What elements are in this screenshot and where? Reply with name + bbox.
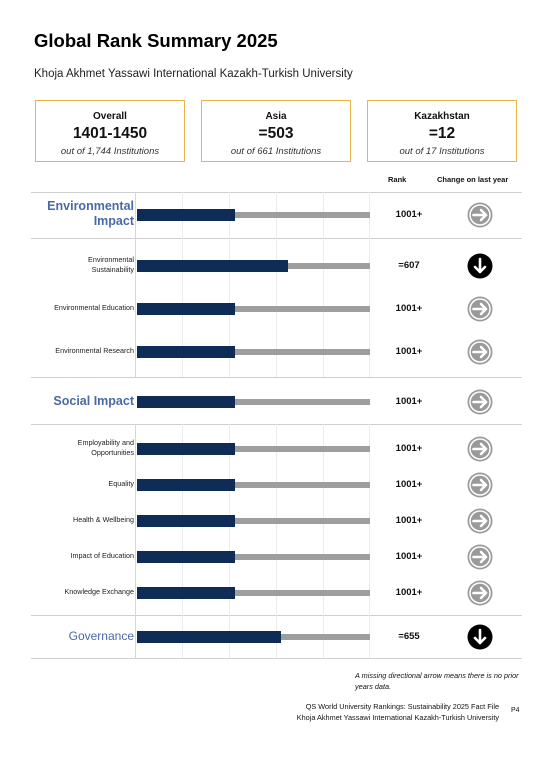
bar-fill <box>137 479 235 491</box>
bar-fill <box>137 551 235 563</box>
bar-track <box>137 212 370 218</box>
score-bar <box>137 551 370 563</box>
box-label: Asia <box>265 111 287 122</box>
score-bar <box>137 260 370 272</box>
row-label: Governance <box>68 628 134 643</box>
box-value: =503 <box>258 125 294 142</box>
row-label: Environmental Impact <box>47 199 134 228</box>
arrow-right-icon <box>467 202 493 228</box>
bar-track <box>137 446 370 452</box>
row-separator <box>31 377 522 378</box>
bar-fill <box>137 346 235 358</box>
asia-rank-box: Asia =503 out of 661 Institutions <box>201 100 351 162</box>
footnote: A missing directional arrow means there … <box>355 671 519 691</box>
box-label: Overall <box>93 111 127 122</box>
score-bar <box>137 587 370 599</box>
bar-track <box>137 349 370 355</box>
bar-track <box>137 518 370 524</box>
country-rank-box: Kazakhstan =12 out of 17 Institutions <box>367 100 517 162</box>
box-value: =12 <box>428 125 456 142</box>
bar-track <box>137 306 370 312</box>
rank-value: 1001+ <box>395 209 423 220</box>
rank-value: 1001+ <box>395 515 423 526</box>
bar-fill <box>137 631 281 643</box>
rank-value: 1001+ <box>395 303 423 314</box>
institution-name: Khoja Akhmet Yassawi International Kazak… <box>34 68 353 80</box>
row-separator <box>31 658 522 659</box>
grid-line <box>135 192 136 238</box>
box-subtext: out of 661 Institutions <box>230 146 322 157</box>
score-bar <box>137 631 370 643</box>
rank-value: 1001+ <box>395 396 423 407</box>
score-bar <box>137 346 370 358</box>
arrow-right-icon <box>467 339 493 365</box>
page-number: P4 <box>511 707 520 714</box>
rank-value: 1001+ <box>395 551 423 562</box>
bar-track <box>137 399 370 405</box>
rank-value: 1001+ <box>395 587 423 598</box>
bar-track <box>137 590 370 596</box>
change-column-header: Change on last year <box>437 175 509 184</box>
rank-value: 1001+ <box>395 443 423 454</box>
row-label: Environmental Education <box>54 303 134 312</box>
row-label: Equality <box>108 479 134 488</box>
bar-fill <box>137 443 235 455</box>
arrow-right-icon <box>467 389 493 415</box>
page-title: Global Rank Summary 2025 <box>34 30 278 51</box>
overall-rank-box: Overall 1401-1450 out of 1,744 Instituti… <box>35 100 185 162</box>
arrow-right-icon <box>467 580 493 606</box>
row-label: Knowledge Exchange <box>64 587 134 596</box>
grid-line <box>135 238 136 377</box>
bar-fill <box>137 515 235 527</box>
rank-value: 1001+ <box>395 479 423 490</box>
score-bar <box>137 303 370 315</box>
box-subtext: out of 17 Institutions <box>399 146 485 157</box>
score-bar <box>137 209 370 221</box>
rank-value: =655 <box>398 631 420 642</box>
arrow-right-icon <box>467 472 493 498</box>
score-bar <box>137 443 370 455</box>
score-bar <box>137 396 370 408</box>
row-label: Impact of Education <box>70 551 134 560</box>
box-value: 1401-1450 <box>72 125 148 142</box>
bar-track <box>137 482 370 488</box>
rank-value: 1001+ <box>395 346 423 357</box>
row-label: Environmental Research <box>55 346 134 355</box>
rank-column-header: Rank <box>388 175 407 184</box>
arrow-down-icon <box>467 253 493 279</box>
grid-line <box>135 424 136 615</box>
box-label: Kazakhstan <box>414 111 470 122</box>
box-subtext: out of 1,744 Institutions <box>60 146 160 157</box>
arrow-right-icon <box>467 508 493 534</box>
footer: QS World University Rankings: Sustainabi… <box>297 702 499 723</box>
rank-value: =607 <box>398 260 420 271</box>
arrow-right-icon <box>467 544 493 570</box>
arrow-right-icon <box>467 436 493 462</box>
bar-fill <box>137 396 235 408</box>
arrow-right-icon <box>467 296 493 322</box>
bar-fill <box>137 209 235 221</box>
bar-fill <box>137 260 288 272</box>
row-label: Employability and Opportunities <box>77 438 134 457</box>
row-label: Health & Wellbeing <box>73 515 134 524</box>
bar-track <box>137 554 370 560</box>
bar-fill <box>137 587 235 599</box>
arrow-down-icon <box>467 624 493 650</box>
row-label: Social Impact <box>53 393 134 408</box>
footer-line-2: Khoja Akhmet Yassawi International Kazak… <box>296 712 499 722</box>
score-bar <box>137 515 370 527</box>
bar-fill <box>137 303 235 315</box>
score-bar <box>137 479 370 491</box>
grid-line <box>135 615 136 658</box>
row-label: Environmental Sustainability <box>88 255 134 274</box>
footer-line-1: QS World University Rankings: Sustainabi… <box>305 702 499 711</box>
